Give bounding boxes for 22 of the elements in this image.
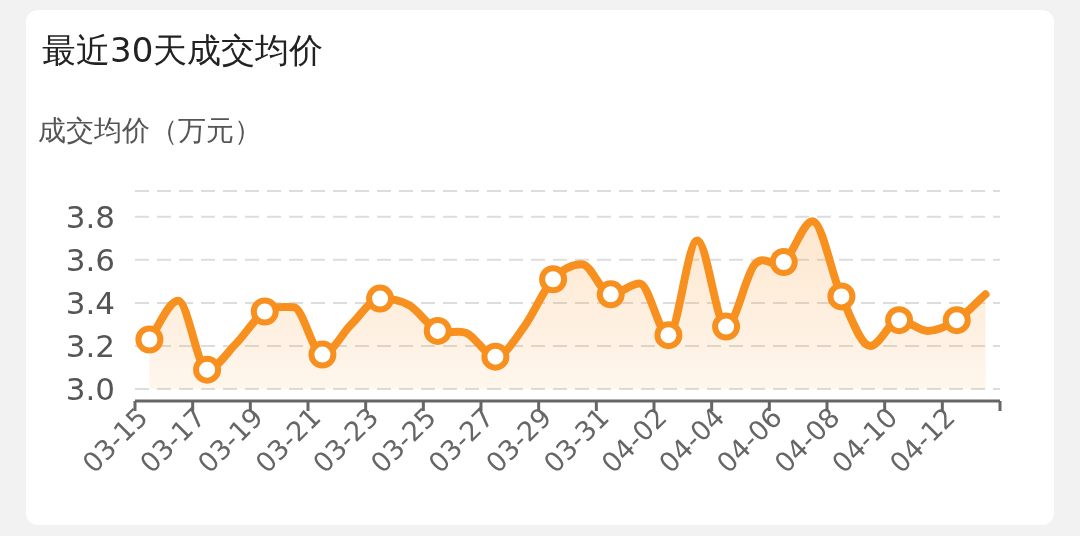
- y-tick-label: 3.6: [65, 241, 115, 278]
- y-tick-label: 3.4: [65, 284, 115, 321]
- point: [250, 297, 279, 326]
- y-axis-title: 成交均价（万元）: [38, 114, 262, 147]
- point: [596, 280, 625, 309]
- point: [827, 282, 856, 311]
- point: [481, 342, 510, 371]
- point: [942, 306, 971, 335]
- point: [539, 265, 568, 294]
- point: [423, 316, 452, 345]
- point: [885, 306, 914, 335]
- point: [366, 284, 395, 313]
- point: [769, 248, 798, 277]
- point: [712, 312, 741, 341]
- point: [654, 321, 683, 350]
- y-tick-label: 3.2: [65, 327, 115, 364]
- point: [308, 340, 337, 369]
- point: [193, 355, 222, 384]
- chart-title: 最近30天成交均价: [42, 30, 324, 70]
- point: [135, 325, 164, 354]
- y-tick-label: 3.8: [65, 198, 115, 235]
- y-tick-label: 3.0: [65, 371, 115, 407]
